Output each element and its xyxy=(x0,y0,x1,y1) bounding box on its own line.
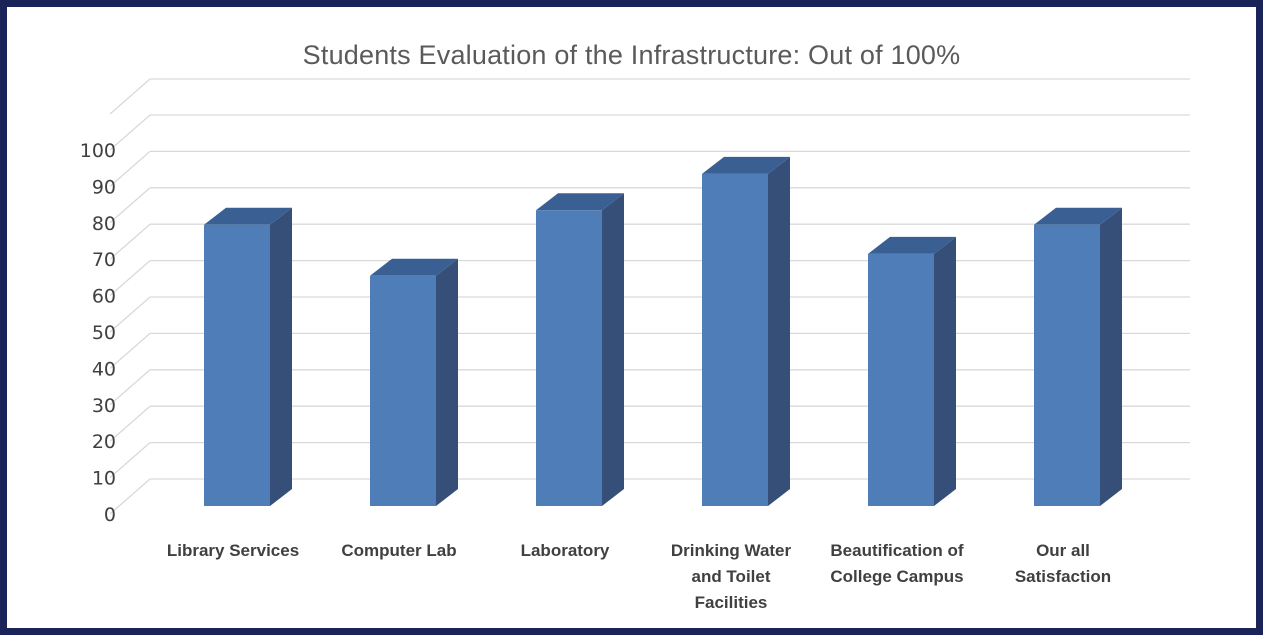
bar-top xyxy=(702,156,790,174)
bar-front xyxy=(1034,224,1100,507)
bar-side xyxy=(602,193,624,507)
y-tick-label: 10 xyxy=(92,468,116,490)
grid-diagonal xyxy=(109,332,151,369)
y-tick-label: 80 xyxy=(92,213,116,235)
x-category-label: Beautification of College Campus xyxy=(830,541,964,586)
grid-diagonal xyxy=(109,478,151,515)
bar-front xyxy=(702,173,768,506)
y-tick-label: 50 xyxy=(92,322,116,344)
bar-front xyxy=(868,253,934,506)
bar-side xyxy=(436,258,458,506)
chart-title: Students Evaluation of the Infrastructur… xyxy=(302,40,961,70)
bar-side xyxy=(934,236,956,507)
y-tick-label: 30 xyxy=(92,395,116,417)
y-tick-label: 60 xyxy=(92,286,116,308)
bar xyxy=(702,156,790,506)
grid-diagonal xyxy=(109,405,151,442)
grid-diagonal xyxy=(109,114,151,151)
x-category-label: Computer Lab xyxy=(341,541,456,560)
bar xyxy=(370,258,458,506)
bar xyxy=(536,193,624,507)
x-category-label: Library Services xyxy=(167,541,299,560)
y-tick-label: 20 xyxy=(92,431,116,453)
bar xyxy=(1034,207,1122,507)
grid-diagonal xyxy=(109,150,151,187)
grid-diagonal xyxy=(109,442,151,479)
bar-front xyxy=(204,224,270,507)
bar-top xyxy=(1034,207,1122,225)
bar-top xyxy=(370,258,458,276)
y-axis-ticks: 0 10 20 30 40 50 60 70 80 90 100 xyxy=(80,140,116,526)
y-tick-label: 0 xyxy=(104,504,116,526)
y-tick-label: 90 xyxy=(92,176,116,198)
x-category-label: Our all Satisfaction xyxy=(1015,541,1111,586)
bar-side xyxy=(768,156,790,506)
bar-front xyxy=(536,210,602,507)
bar-side xyxy=(1100,207,1122,507)
grid-diagonal xyxy=(109,187,151,224)
x-axis-labels: Library Services Computer Lab Laboratory Dr… xyxy=(167,541,1111,612)
grid-diagonal xyxy=(109,223,151,260)
x-category-label: Laboratory xyxy=(521,541,610,560)
y-tick-label: 40 xyxy=(92,358,116,380)
grid-diagonal xyxy=(109,260,151,297)
bar xyxy=(204,207,292,507)
x-category-label: Drinking Water and Toilet Facilities xyxy=(671,541,792,612)
bar-side xyxy=(270,207,292,507)
grid-lines xyxy=(109,78,1190,515)
grid-diagonal xyxy=(109,369,151,406)
grid-diagonal xyxy=(109,78,151,115)
bars xyxy=(204,156,1122,507)
grid-diagonal xyxy=(109,296,151,333)
bar-front xyxy=(370,275,436,506)
bar xyxy=(868,236,956,507)
y-tick-label: 70 xyxy=(92,249,116,271)
y-tick-label: 100 xyxy=(80,140,116,162)
bar-top xyxy=(536,193,624,211)
bar-top xyxy=(204,207,292,225)
bar-top xyxy=(868,236,956,254)
